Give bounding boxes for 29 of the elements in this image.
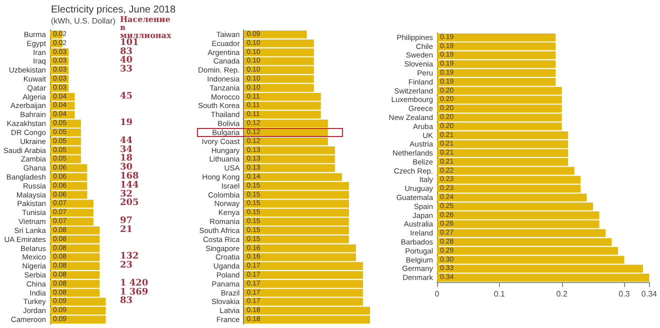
text: 132 bbox=[120, 252, 139, 262]
text: 101 bbox=[120, 38, 139, 48]
text: 83 bbox=[120, 296, 133, 306]
text: 23 bbox=[120, 260, 133, 271]
text: Население в миллионах bbox=[120, 14, 174, 40]
x-tick-label: 0.1 bbox=[494, 290, 506, 298]
text: 34 bbox=[120, 144, 133, 155]
text: 144 bbox=[120, 180, 139, 190]
text: 205 bbox=[120, 198, 139, 208]
chart-title: Electricity prices, June 2018 bbox=[51, 4, 176, 16]
text: 168 bbox=[120, 172, 139, 182]
text: 18 bbox=[120, 154, 133, 164]
text: 40 bbox=[120, 56, 133, 66]
text: 1 369 bbox=[120, 287, 148, 298]
x-tick-label: 0.3 bbox=[618, 290, 630, 298]
text: 21 bbox=[120, 224, 133, 235]
text: 97 bbox=[120, 216, 133, 226]
text: 83 bbox=[120, 46, 133, 57]
text: 44 bbox=[120, 136, 133, 146]
chart-subtitle: (kWh, U.S. Dollar) bbox=[51, 16, 116, 26]
text: 32 bbox=[120, 189, 133, 200]
x-tick-label: 0.34 bbox=[641, 290, 658, 298]
text: 19 bbox=[120, 118, 133, 128]
text: 45 bbox=[120, 91, 133, 102]
x-tick-label: 0.2 bbox=[556, 290, 568, 298]
x-tick-label: 0 bbox=[434, 290, 440, 298]
text: 1 420 bbox=[120, 278, 148, 288]
text: 33 bbox=[120, 64, 133, 75]
text: 30 bbox=[120, 162, 133, 173]
